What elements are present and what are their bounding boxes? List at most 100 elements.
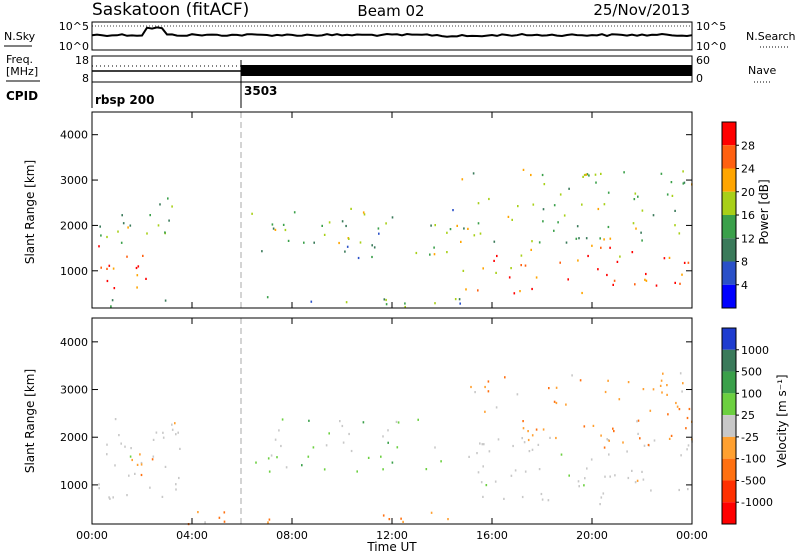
scatter-cell xyxy=(613,279,616,282)
scatter-cell xyxy=(136,286,138,289)
scatter-cell xyxy=(164,465,167,468)
scatter-cell xyxy=(357,256,360,260)
scatter-cell xyxy=(521,495,524,499)
scatter-cell xyxy=(592,424,595,427)
scatter-cell xyxy=(139,453,141,456)
scatter-cell xyxy=(120,241,123,244)
scatter-cell xyxy=(251,212,253,215)
scatter-cell xyxy=(149,486,151,489)
scatter-cell xyxy=(547,499,550,502)
scatter-cell xyxy=(683,181,686,184)
scatter-cell xyxy=(162,436,165,439)
scatter-cell xyxy=(341,220,344,223)
scatter-cell xyxy=(532,203,535,206)
scatter-cell xyxy=(339,420,341,423)
nsky-label: N.Sky xyxy=(4,30,36,43)
scatter-cell xyxy=(607,379,609,382)
scatter-cell xyxy=(472,172,475,175)
noise-panel: 10^5 10^0 10^5 10^0 N.Sky N.Search xyxy=(4,20,796,53)
scatter-cell xyxy=(396,446,399,449)
scatter-cell xyxy=(493,240,496,243)
scatter-cell xyxy=(631,251,634,254)
scatter-cell xyxy=(603,203,606,206)
scatter-cell xyxy=(218,516,221,519)
scatter-cell xyxy=(487,380,490,383)
scatter-cell xyxy=(341,424,344,428)
scatter-cell xyxy=(440,460,442,463)
scatter-cell xyxy=(429,253,431,256)
scatter-cell xyxy=(113,287,116,290)
scatter-cell xyxy=(177,431,179,434)
scatter-cell xyxy=(655,284,658,287)
scatter-cell xyxy=(348,432,350,436)
date-title: 25/Nov/2013 xyxy=(593,1,690,19)
scatter-cell xyxy=(682,170,684,173)
scatter-cell xyxy=(619,255,621,258)
scatter-cell xyxy=(167,197,169,200)
scatter-cell xyxy=(477,202,480,205)
scatter-cell xyxy=(477,471,480,474)
scatter-cell xyxy=(585,237,588,240)
scatter-cell xyxy=(614,474,616,477)
scatter-cell xyxy=(459,302,461,305)
freq-tick-high: 18 xyxy=(75,54,89,67)
scatter-cell xyxy=(135,266,138,270)
scatter-cell xyxy=(106,443,108,446)
scatter-cell xyxy=(108,496,110,499)
freq-tick-low: 8 xyxy=(82,72,89,85)
colorbar-tick-label: 100 xyxy=(741,387,762,400)
scatter-cell xyxy=(271,223,274,226)
scatter-cell xyxy=(122,222,125,225)
scatter-cell xyxy=(674,281,676,284)
cpid-entry-1: rbsp 200 xyxy=(95,93,154,107)
scatter-cell xyxy=(362,211,365,214)
colorbar-swatch xyxy=(722,328,736,350)
scatter-cell xyxy=(474,391,476,394)
scatter-cell xyxy=(479,442,481,445)
scatter-cell xyxy=(282,223,285,226)
scatter-cell xyxy=(385,222,387,225)
scatter-cell xyxy=(680,454,682,457)
scatter-cell xyxy=(496,254,498,258)
scatter-cell xyxy=(595,181,597,184)
scatter-cell xyxy=(531,240,533,243)
colorbar-swatch xyxy=(722,436,736,459)
scatter-cell xyxy=(660,172,663,175)
scatter-cell xyxy=(510,474,513,477)
scatter-cell xyxy=(604,390,607,394)
scatter-cell xyxy=(540,492,543,496)
scatter-cell xyxy=(676,405,679,408)
scatter-cell xyxy=(293,211,296,214)
scatter-cell xyxy=(484,410,486,413)
scatter-cell xyxy=(633,198,636,201)
scatter-cell xyxy=(467,227,469,230)
scatter-cell xyxy=(106,279,109,283)
velocity-ylabel: Slant Range [km] xyxy=(23,369,37,473)
scatter-cell xyxy=(155,431,158,434)
scatter-cell xyxy=(120,442,122,445)
scatter-cell xyxy=(652,388,655,391)
scatter-cell xyxy=(623,171,625,174)
scatter-cell xyxy=(164,299,167,302)
scatter-cell xyxy=(278,429,280,432)
colorbar-tick-label: 24 xyxy=(741,163,755,176)
scatter-cell xyxy=(383,298,386,301)
scatter-cell xyxy=(488,450,491,453)
scatter-cell xyxy=(452,209,454,212)
scatter-cell xyxy=(497,438,500,441)
scatter-cell xyxy=(430,224,432,227)
scatter-cell xyxy=(642,478,645,481)
power-ylabel: Slant Range [km] xyxy=(23,160,37,264)
noise-tick-high-left: 10^5 xyxy=(59,20,89,33)
scatter-cell xyxy=(223,511,226,514)
noise-tick-low-left: 10^0 xyxy=(59,40,89,53)
scatter-cell xyxy=(175,433,177,436)
scatter-cell xyxy=(600,496,603,499)
scatter-cell xyxy=(106,235,108,239)
colorbar-swatch xyxy=(722,145,736,169)
velocity-y-ticks: 1000 2000 3000 4000 xyxy=(60,336,692,492)
scatter-cell xyxy=(577,480,580,483)
scatter-cell xyxy=(136,274,139,277)
scatter-cell xyxy=(531,434,534,437)
